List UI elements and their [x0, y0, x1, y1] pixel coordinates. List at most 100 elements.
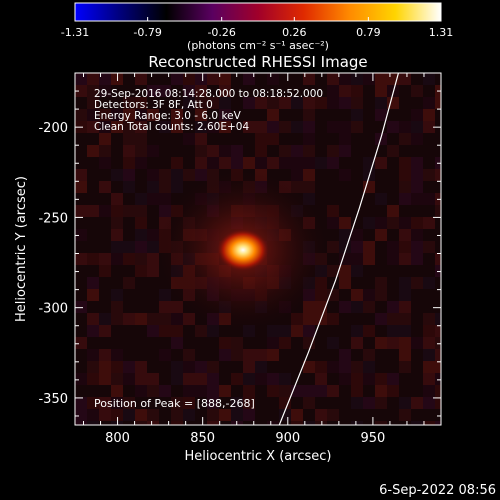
speckle-cell [375, 337, 387, 349]
speckle-cell [375, 73, 387, 85]
speckle-cell [111, 229, 123, 241]
speckle-cell [147, 253, 159, 265]
speckle-cell [123, 397, 135, 409]
speckle-cell [87, 397, 99, 409]
speckle-cell [303, 421, 315, 425]
speckle-cell [387, 325, 399, 337]
speckle-cell [387, 301, 399, 313]
speckle-cell [243, 385, 255, 397]
speckle-cell [75, 421, 87, 425]
speckle-cell [159, 301, 171, 313]
speckle-cell [75, 181, 87, 193]
speckle-cell [399, 193, 411, 205]
speckle-cell [231, 397, 243, 409]
speckle-cell [135, 145, 147, 157]
x-tick-label: 950 [360, 431, 385, 446]
speckle-cell [171, 325, 183, 337]
speckle-cell [423, 109, 435, 121]
speckle-cell [339, 145, 351, 157]
speckle-cell [99, 409, 111, 421]
speckle-cell [363, 181, 375, 193]
speckle-cell [423, 193, 435, 205]
colorbar-unit-label: (photons cm⁻² s⁻¹ asec⁻²) [187, 39, 329, 52]
speckle-cell [87, 313, 99, 325]
speckle-cell [363, 253, 375, 265]
speckle-cell [219, 109, 231, 121]
speckle-cell [375, 217, 387, 229]
speckle-cell [411, 193, 423, 205]
speckle-cell [399, 169, 411, 181]
speckle-cell [75, 301, 87, 313]
speckle-cell [147, 193, 159, 205]
speckle-cell [207, 361, 219, 373]
speckle-cell [423, 73, 435, 85]
speckle-cell [399, 409, 411, 421]
speckle-cell [267, 121, 279, 133]
speckle-cell [135, 373, 147, 385]
speckle-cell [267, 325, 279, 337]
speckle-cell [123, 241, 135, 253]
speckle-cell [195, 385, 207, 397]
speckle-cell [147, 85, 159, 97]
speckle-cell [339, 229, 351, 241]
speckle-cell [195, 145, 207, 157]
chart-title: Reconstructed RHESSI Image [148, 53, 367, 71]
speckle-cell [207, 73, 219, 85]
speckle-cell [195, 85, 207, 97]
speckle-cell [207, 373, 219, 385]
speckle-cell [123, 361, 135, 373]
speckle-cell [411, 229, 423, 241]
speckle-cell [423, 397, 435, 409]
speckle-cell [435, 397, 441, 409]
speckle-cell [339, 361, 351, 373]
speckle-cell [147, 313, 159, 325]
speckle-cell [291, 145, 303, 157]
speckle-cell [399, 301, 411, 313]
speckle-cell [303, 109, 315, 121]
speckle-cell [399, 133, 411, 145]
speckle-cell [351, 361, 363, 373]
speckle-cell [111, 289, 123, 301]
speckle-cell [123, 205, 135, 217]
speckle-cell [399, 313, 411, 325]
speckle-cell [207, 121, 219, 133]
speckle-cell [435, 265, 441, 277]
speckle-cell [387, 385, 399, 397]
speckle-cell [387, 337, 399, 349]
speckle-cell [375, 193, 387, 205]
speckle-cell [207, 409, 219, 421]
speckle-cell [327, 85, 339, 97]
speckle-cell [267, 157, 279, 169]
speckle-cell [279, 325, 291, 337]
speckle-cell [183, 385, 195, 397]
speckle-cell [363, 73, 375, 85]
speckle-cell [159, 325, 171, 337]
speckle-cell [387, 253, 399, 265]
speckle-cell [99, 145, 111, 157]
speckle-cell [351, 421, 363, 425]
speckle-cell [231, 157, 243, 169]
speckle-cell [75, 397, 87, 409]
speckle-cell [375, 157, 387, 169]
speckle-cell [255, 361, 267, 373]
speckle-cell [159, 349, 171, 361]
speckle-cell [243, 397, 255, 409]
x-tick-label: 900 [275, 431, 300, 446]
speckle-cell [123, 277, 135, 289]
speckle-cell [411, 133, 423, 145]
y-axis-ticks: -200 -250 -300 -350 [38, 90, 441, 417]
speckle-cell [159, 121, 171, 133]
speckle-cell [351, 301, 363, 313]
speckle-cell [195, 73, 207, 85]
speckle-cell [423, 325, 435, 337]
speckle-cell [327, 385, 339, 397]
speckle-cell [111, 169, 123, 181]
speckle-cell [351, 85, 363, 97]
speckle-cell [423, 217, 435, 229]
speckle-cell [411, 121, 423, 133]
colorbar-ticks: -1.31 -0.79 -0.26 0.26 0.79 1.31 [61, 17, 453, 39]
speckle-cell [219, 85, 231, 97]
plot-area [75, 73, 441, 425]
speckle-cell [135, 97, 147, 109]
speckle-cell [303, 325, 315, 337]
